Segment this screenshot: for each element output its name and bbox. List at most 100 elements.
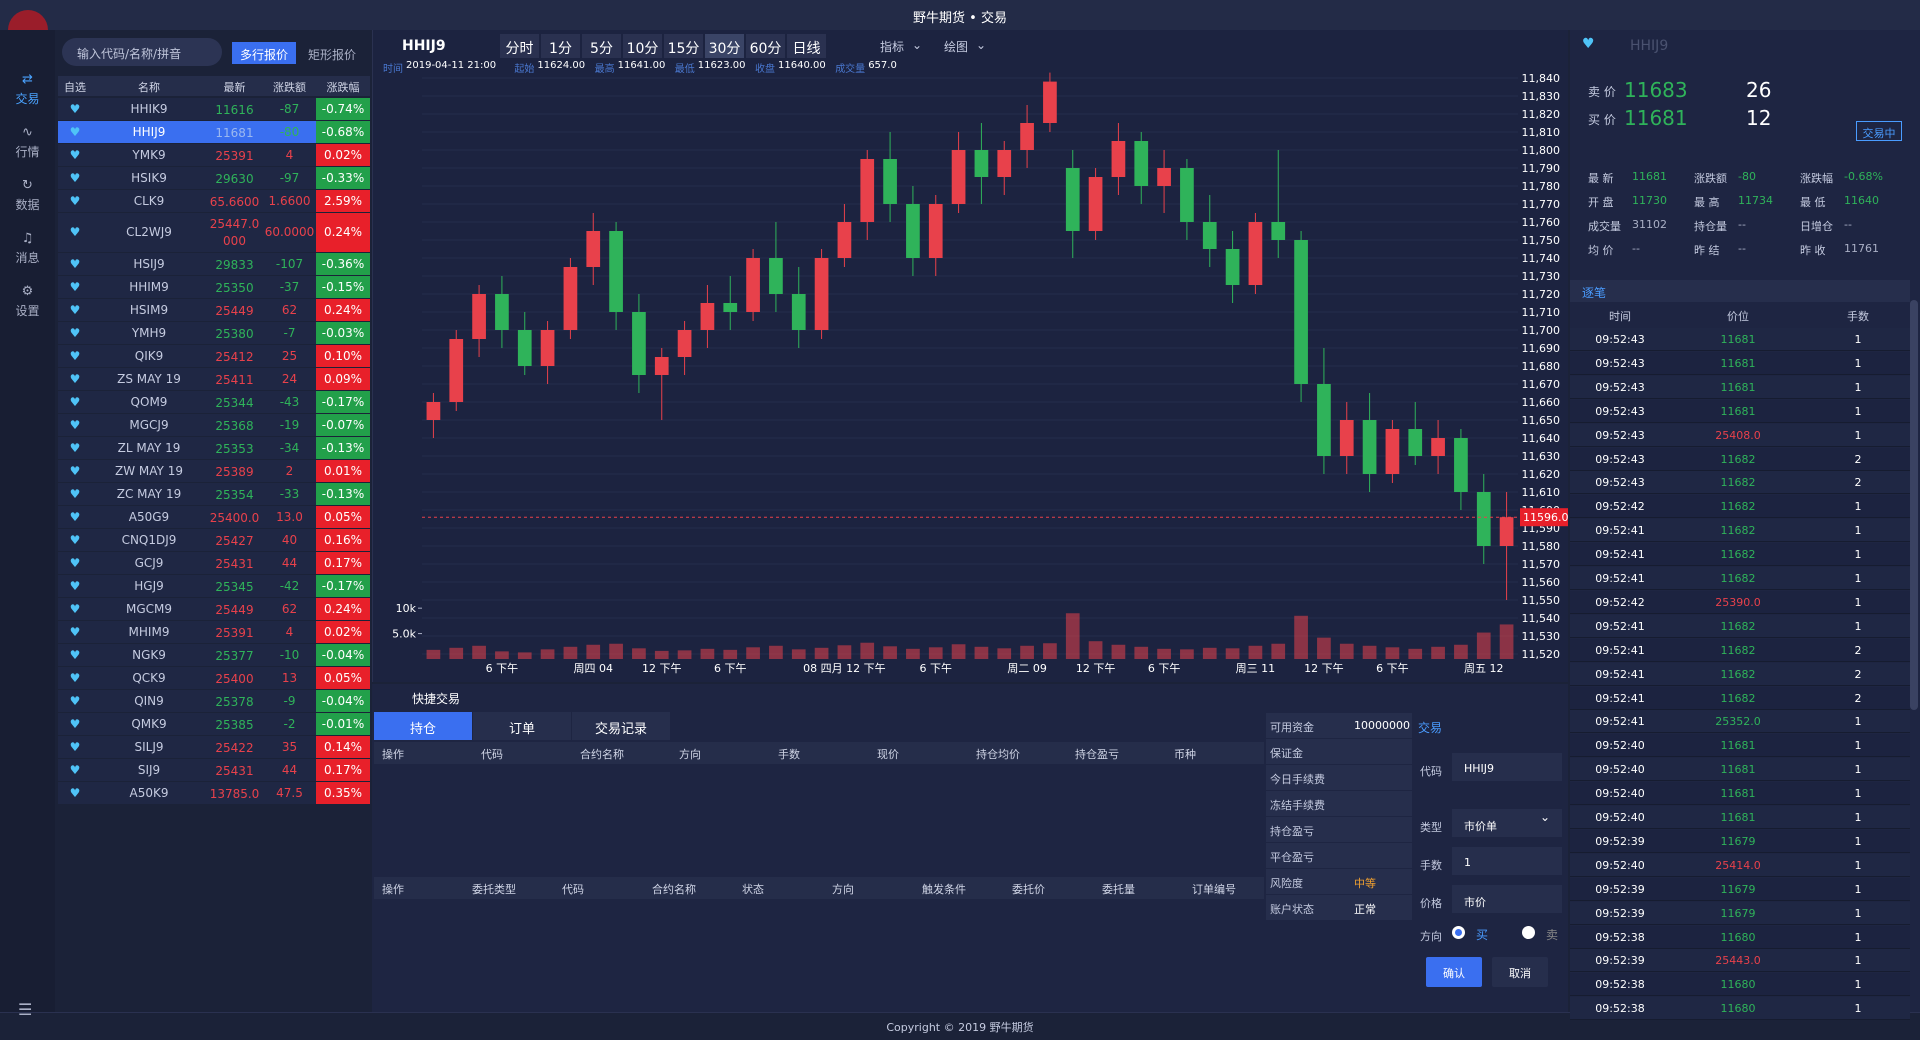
form-input[interactable]: 1 <box>1452 847 1562 875</box>
watch-row[interactable] <box>58 98 316 120</box>
watch-row[interactable] <box>58 759 316 781</box>
favorite-icon[interactable]: ♥ <box>69 348 81 363</box>
watchlist-tab[interactable]: 多行报价 <box>232 42 296 64</box>
form-input[interactable]: 市价单 <box>1452 809 1562 837</box>
trade-tab[interactable]: 持仓 <box>374 712 472 740</box>
favorite-icon[interactable]: ♥ <box>69 440 81 455</box>
watch-row[interactable] <box>58 598 316 620</box>
favorite-icon[interactable]: ♥ <box>69 394 81 409</box>
period-button[interactable]: 分时 <box>500 34 539 58</box>
watch-row[interactable] <box>58 690 316 712</box>
watch-row[interactable] <box>58 213 316 252</box>
nav-label[interactable]: 行情 <box>15 145 40 159</box>
watch-row[interactable] <box>58 460 316 482</box>
watch-row[interactable] <box>58 483 316 505</box>
favorite-icon[interactable]: ♥ <box>69 325 81 340</box>
nav-icon[interactable]: ∿ <box>22 125 33 140</box>
watch-row[interactable] <box>58 345 316 367</box>
form-input[interactable]: 市价 <box>1452 885 1562 913</box>
period-button[interactable]: 1分 <box>541 34 580 58</box>
period-button[interactable]: 5分 <box>582 34 621 58</box>
favorite-icon[interactable]: ♥ <box>69 147 81 162</box>
favorite-icon[interactable]: ♥ <box>69 555 81 570</box>
favorite-icon[interactable]: ♥ <box>69 256 81 271</box>
nav-menu[interactable]: ☰ <box>18 1000 33 1019</box>
favorite-icon[interactable]: ♥ <box>69 101 81 116</box>
nav-icon[interactable]: ⚙ <box>21 284 34 299</box>
favorite-icon[interactable]: ♥ <box>69 124 81 139</box>
confirm-button[interactable]: 确认 <box>1426 957 1482 987</box>
indicator-caret[interactable]: ⌄ <box>912 38 923 52</box>
favorite-icon[interactable]: ♥ <box>69 170 81 185</box>
watch-row[interactable] <box>58 276 316 298</box>
favorite-icon[interactable]: ♥ <box>69 670 81 685</box>
favorite-icon[interactable]: ♥ <box>69 279 81 294</box>
watch-row[interactable] <box>58 167 316 189</box>
nav-icon[interactable]: ↻ <box>22 178 33 193</box>
watch-row[interactable] <box>58 713 316 735</box>
period-button[interactable]: 60分 <box>746 34 785 58</box>
watch-row[interactable] <box>58 552 316 574</box>
watch-row[interactable] <box>58 736 316 758</box>
favorite-icon[interactable]: ♥ <box>69 302 81 317</box>
watch-row[interactable] <box>58 253 316 275</box>
favorite-icon[interactable]: ♥ <box>69 463 81 478</box>
watch-row[interactable] <box>58 121 316 143</box>
sell-label[interactable]: 卖 <box>1546 928 1559 942</box>
search-box[interactable]: 输入代码/名称/拼音 <box>62 38 222 66</box>
watch-row[interactable] <box>58 529 316 551</box>
type-caret[interactable]: ⌄ <box>1540 810 1551 824</box>
favorite-icon[interactable]: ♥ <box>69 532 81 547</box>
favorite-icon[interactable]: ♥ <box>69 624 81 639</box>
watch-row[interactable] <box>58 575 316 597</box>
favorite-icon[interactable]: ♥ <box>69 578 81 593</box>
favorite-icon[interactable]: ♥ <box>69 739 81 754</box>
watch-row[interactable] <box>58 299 316 321</box>
watch-row[interactable] <box>58 506 316 528</box>
nav-label[interactable]: 消息 <box>15 251 40 265</box>
watch-row[interactable] <box>58 322 316 344</box>
nav-label[interactable]: 交易 <box>15 92 40 106</box>
scrollbar[interactable] <box>1910 300 1918 710</box>
favorite-icon[interactable]: ♥ <box>69 417 81 432</box>
watch-row[interactable] <box>58 190 316 212</box>
favorite-icon[interactable]: ♥ <box>69 601 81 616</box>
quote-icons[interactable]: ♥ <box>1582 36 1595 52</box>
watch-row[interactable] <box>58 667 316 689</box>
nav-icon[interactable]: ♫ <box>21 231 34 246</box>
watch-row[interactable] <box>58 368 316 390</box>
indicator-menu[interactable]: 指标 <box>880 40 905 54</box>
watch-row[interactable] <box>58 782 316 804</box>
period-button[interactable]: 30分 <box>705 34 744 58</box>
favorite-icon[interactable]: ♥ <box>69 486 81 501</box>
favorite-icon[interactable]: ♥ <box>69 193 81 208</box>
watch-row[interactable] <box>58 437 316 459</box>
form-input[interactable]: HHIJ9 <box>1452 753 1562 781</box>
trade-tab[interactable]: 订单 <box>473 712 571 740</box>
favorite-icon[interactable]: ♥ <box>69 693 81 708</box>
favorite-icon[interactable]: ♥ <box>69 225 81 239</box>
favorite-icon[interactable]: ♥ <box>69 647 81 662</box>
nav-label[interactable]: 设置 <box>15 304 40 318</box>
favorite-icon[interactable]: ♥ <box>69 762 81 777</box>
favorite-icon[interactable]: ♥ <box>69 716 81 731</box>
sell-radio[interactable] <box>1522 926 1535 939</box>
period-button[interactable]: 日线 <box>787 34 826 58</box>
watch-row[interactable] <box>58 144 316 166</box>
trade-tab[interactable]: 交易记录 <box>572 712 670 740</box>
watch-row[interactable] <box>58 621 316 643</box>
nav-label[interactable]: 数据 <box>15 198 40 212</box>
draw-caret[interactable]: ⌄ <box>976 38 987 52</box>
favorite-icon[interactable]: ♥ <box>69 371 81 386</box>
cancel-button[interactable]: 取消 <box>1492 957 1548 987</box>
period-button[interactable]: 15分 <box>664 34 703 58</box>
favorite-icon[interactable]: ♥ <box>69 509 81 524</box>
watch-row[interactable] <box>58 644 316 666</box>
watch-row[interactable] <box>58 414 316 436</box>
watchlist-tab[interactable]: 矩形报价 <box>307 48 356 62</box>
buy-radio[interactable] <box>1452 926 1465 939</box>
nav-icon[interactable]: ⇄ <box>22 72 33 87</box>
watch-row[interactable] <box>58 391 316 413</box>
draw-menu[interactable]: 绘图 <box>944 40 969 54</box>
buy-label[interactable]: 买 <box>1476 928 1489 942</box>
